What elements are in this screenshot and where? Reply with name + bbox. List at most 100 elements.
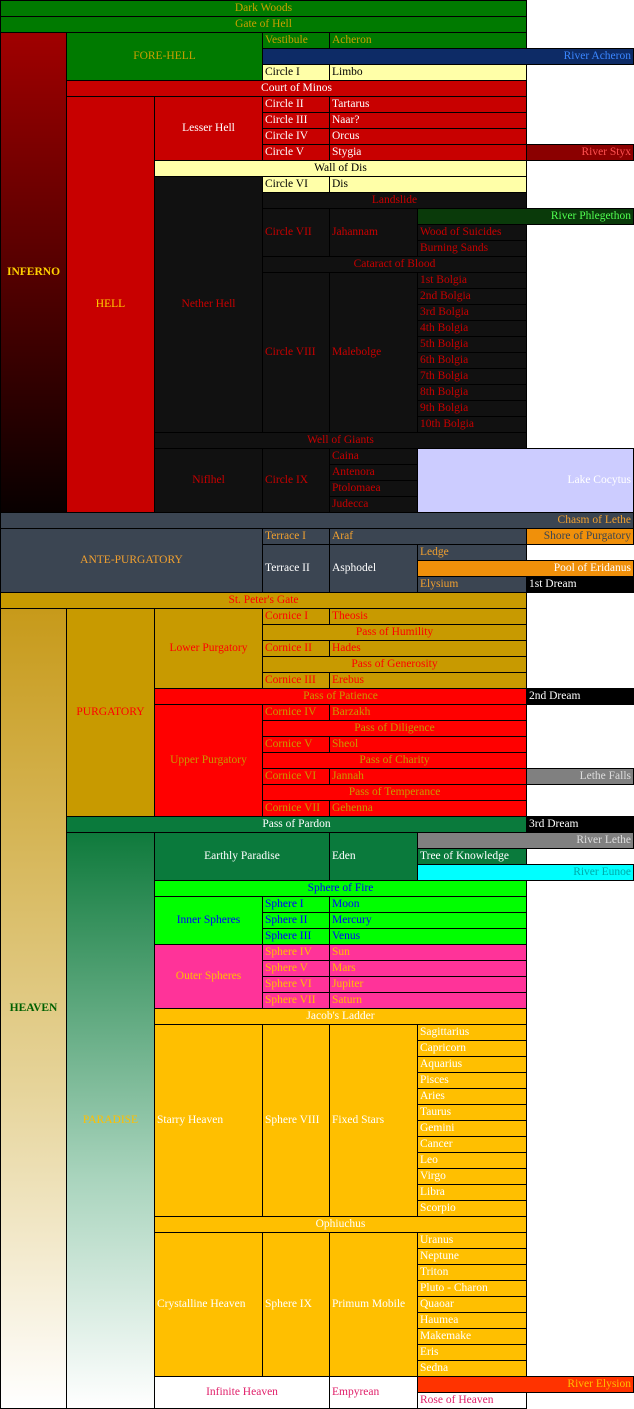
cell-circle-vii: Circle VII <box>262 208 330 257</box>
cell-venus: Venus <box>329 928 527 945</box>
cell-court-of-minos: Court of Minos <box>66 80 527 97</box>
cell-pluto-charon: Pluto - Charon <box>417 1280 527 1297</box>
cell-leo: Leo <box>417 1152 527 1169</box>
cell-dream-3: 3rd Dream <box>526 816 634 833</box>
cell-outer-spheres: Outer Spheres <box>154 944 263 1009</box>
cell-inferno: INFERNO <box>0 32 67 513</box>
cell-terrace-ii: Terrace II <box>262 544 330 593</box>
cell-gate-of-hell: Gate of Hell <box>0 16 527 33</box>
cell-rose-of-heaven: Rose of Heaven <box>417 1392 527 1409</box>
cell-cancer: Cancer <box>417 1136 527 1153</box>
cell-bolgia-4: 4th Bolgia <box>417 320 527 337</box>
cell-stygia: Stygia <box>329 144 527 161</box>
cell-bolgia-6: 6th Bolgia <box>417 352 527 369</box>
cell-gemini: Gemini <box>417 1120 527 1137</box>
cell-sphere-of-fire: Sphere of Fire <box>154 880 527 897</box>
cell-jupiter: Jupiter <box>329 976 527 993</box>
cell-bolgia-2: 2nd Bolgia <box>417 288 527 305</box>
cell-sedna: Sedna <box>417 1360 527 1377</box>
cell-orcus: Orcus <box>329 128 527 145</box>
cell-upper-purgatory: Upper Purgatory <box>154 704 263 817</box>
cell-bolgia-8: 8th Bolgia <box>417 384 527 401</box>
cell-circle-ix: Circle IX <box>262 448 330 513</box>
cell-empyrean: Empyrean <box>329 1376 418 1409</box>
cell-neptune: Neptune <box>417 1248 527 1265</box>
cell-circle-i: Circle I <box>262 64 330 81</box>
cell-river-phlegethon: River Phlegethon <box>417 208 634 225</box>
cell-triton: Triton <box>417 1264 527 1281</box>
cell-scorpio: Scorpio <box>417 1200 527 1217</box>
cell-tartarus: Tartarus <box>329 96 527 113</box>
cell-pass-of-temperance: Pass of Temperance <box>262 784 527 801</box>
cell-mercury: Mercury <box>329 912 527 929</box>
cell-landslide: Landslide <box>262 192 527 209</box>
cell-hell: HELL <box>66 96 155 513</box>
cell-well-of-giants: Well of Giants <box>154 432 527 449</box>
cell-ophiuchus: Ophiuchus <box>154 1216 527 1233</box>
cell-bolgia-5: 5th Bolgia <box>417 336 527 353</box>
cell-bolgia-3: 3rd Bolgia <box>417 304 527 321</box>
cell-makemake: Makemake <box>417 1328 527 1345</box>
cell-river-elysion: River Elysion <box>417 1376 634 1393</box>
cell-circle-iv: Circle IV <box>262 128 330 145</box>
cell-earthly-paradise: Earthly Paradise <box>154 832 330 881</box>
cell-capricorn: Capricorn <box>417 1040 527 1057</box>
cell-cornice-v: Cornice V <box>262 736 330 753</box>
cell-cornice-iii: Cornice III <box>262 672 330 689</box>
cell-libra: Libra <box>417 1184 527 1201</box>
cell-vestibule: Vestibule <box>262 32 330 49</box>
cell-malebolge: Malebolge <box>329 272 418 433</box>
cell-circle-v: Circle V <box>262 144 330 161</box>
cell-river-eunoe: River Eunoe <box>417 864 634 881</box>
cell-virgo: Virgo <box>417 1168 527 1185</box>
cell-pool-of-eridanus: Pool of Eridanus <box>417 560 634 577</box>
cell-pass-of-diligence: Pass of Diligence <box>262 720 527 737</box>
cell-pass-of-charity: Pass of Charity <box>262 752 527 769</box>
cell-wood-of-suicides: Wood of Suicides <box>417 224 527 241</box>
cell-circle-viii: Circle VIII <box>262 272 330 433</box>
cell-barzakh: Barzakh <box>329 704 527 721</box>
cell-haumea: Haumea <box>417 1312 527 1329</box>
cell-lethe-falls: Lethe Falls <box>526 768 634 785</box>
cell-chasm-of-lethe: Chasm of Lethe <box>0 512 634 529</box>
cell-sphere-viii: Sphere VIII <box>262 1024 330 1217</box>
cell-infinite-heaven: Infinite Heaven <box>154 1376 330 1409</box>
cell-acheron: Acheron <box>329 32 527 49</box>
cell-fore-hell: FORE-HELL <box>66 32 263 81</box>
cell-theosis: Theosis <box>329 608 527 625</box>
cell-burning-sands: Burning Sands <box>417 240 527 257</box>
cell-ledge: Ledge <box>417 544 527 561</box>
cell-erebus: Erebus <box>329 672 527 689</box>
cell-cornice-vii: Cornice VII <box>262 800 330 817</box>
cell-sphere-vi: Sphere VI <box>262 976 330 993</box>
cell-hades: Hades <box>329 640 527 657</box>
cell-tree-of-knowledge: Tree of Knowledge <box>417 848 527 865</box>
cell-inner-spheres: Inner Spheres <box>154 896 263 945</box>
cell-jacobs-ladder: Jacob's Ladder <box>154 1008 527 1025</box>
cell-jahannam: Jahannam <box>329 208 418 257</box>
cell-wall-of-dis: Wall of Dis <box>154 160 527 177</box>
cell-sphere-i: Sphere I <box>262 896 330 913</box>
cell-aquarius: Aquarius <box>417 1056 527 1073</box>
cell-cornice-vi: Cornice VI <box>262 768 330 785</box>
cell-purgatory: PURGATORY <box>66 608 155 817</box>
cell-pass-of-patience: Pass of Patience <box>154 688 527 705</box>
cell-sphere-iii: Sphere III <box>262 928 330 945</box>
cell-jannah: Jannah <box>329 768 527 785</box>
cell-sphere-ii: Sphere II <box>262 912 330 929</box>
cell-sphere-ix: Sphere IX <box>262 1232 330 1377</box>
cell-river-acheron: River Acheron <box>262 48 634 65</box>
cell-dark-woods: Dark Woods <box>0 0 527 17</box>
cell-sphere-vii: Sphere VII <box>262 992 330 1009</box>
cell-sphere-iv: Sphere IV <box>262 944 330 961</box>
cell-limbo: Limbo <box>329 64 527 81</box>
cell-circle-iii: Circle III <box>262 112 330 129</box>
cell-dream-2: 2nd Dream <box>526 688 634 705</box>
cell-mars: Mars <box>329 960 527 977</box>
cell-ante-purgatory: ANTE-PURGATORY <box>0 528 263 593</box>
cell-starry-heaven: Starry Heaven <box>154 1024 263 1217</box>
cell-sheol: Sheol <box>329 736 527 753</box>
cell-circle-vi: Circle VI <box>262 176 330 193</box>
cell-pass-of-humility: Pass of Humility <box>262 624 527 641</box>
